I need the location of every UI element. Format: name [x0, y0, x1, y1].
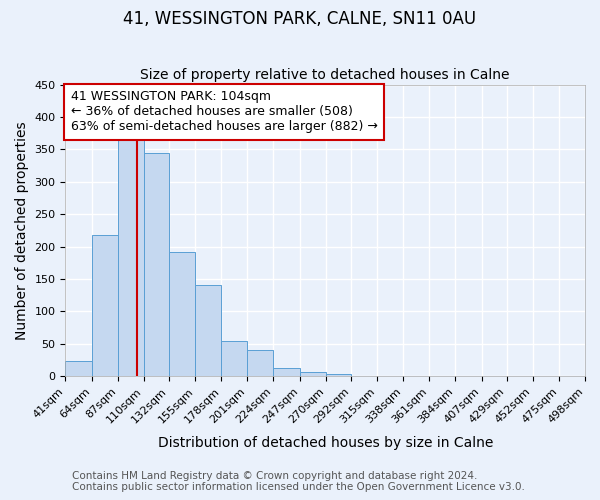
Bar [169, 252, 195, 376]
Bar [247, 350, 274, 376]
Bar [299, 372, 326, 376]
Text: Contains HM Land Registry data © Crown copyright and database right 2024.
Contai: Contains HM Land Registry data © Crown c… [72, 471, 525, 492]
X-axis label: Distribution of detached houses by size in Calne: Distribution of detached houses by size … [158, 436, 493, 450]
Bar [92, 235, 118, 376]
Bar [118, 133, 144, 376]
Bar [221, 340, 247, 376]
Title: Size of property relative to detached houses in Calne: Size of property relative to detached ho… [140, 68, 510, 82]
Bar [65, 360, 92, 376]
Bar [144, 152, 169, 376]
Bar [195, 285, 221, 376]
Text: 41 WESSINGTON PARK: 104sqm
← 36% of detached houses are smaller (508)
63% of sem: 41 WESSINGTON PARK: 104sqm ← 36% of deta… [71, 90, 377, 134]
Bar [274, 368, 299, 376]
Text: 41, WESSINGTON PARK, CALNE, SN11 0AU: 41, WESSINGTON PARK, CALNE, SN11 0AU [124, 10, 476, 28]
Bar [326, 374, 351, 376]
Y-axis label: Number of detached properties: Number of detached properties [15, 121, 29, 340]
